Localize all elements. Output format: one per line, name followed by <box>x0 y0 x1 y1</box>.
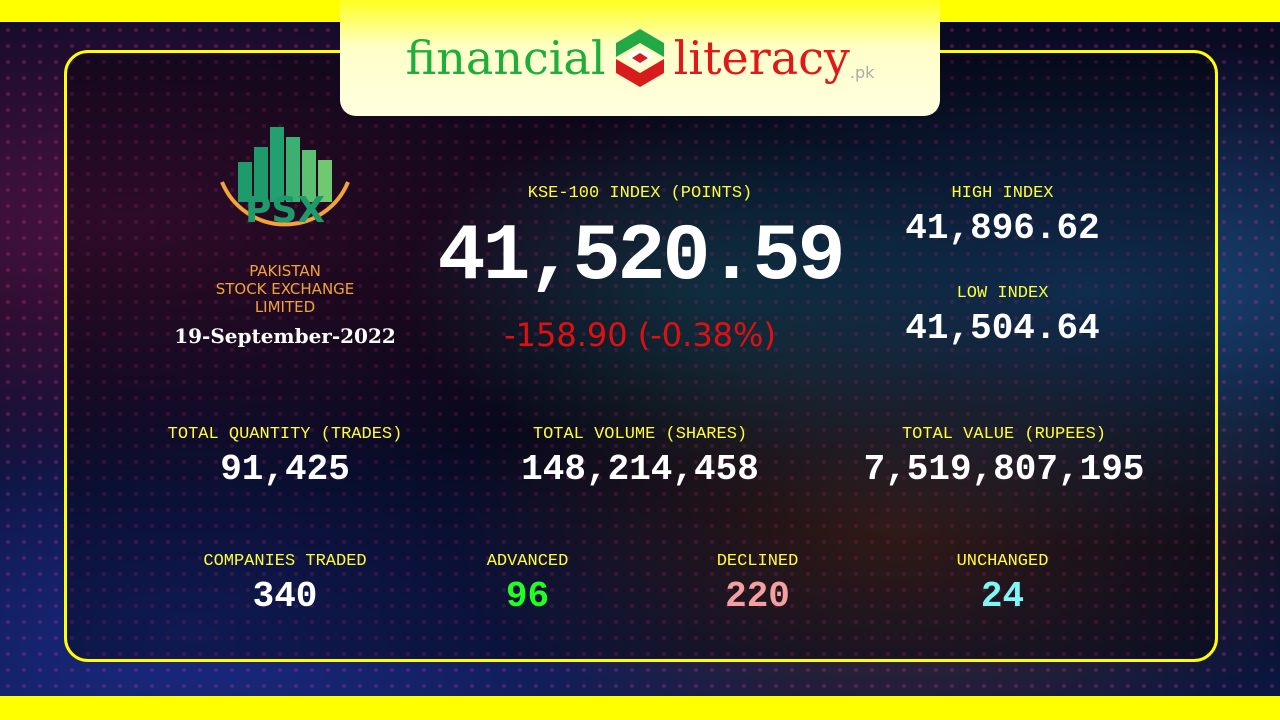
advanced-label: ADVANCED <box>486 552 569 571</box>
total-volume-label: TOTAL VOLUME (SHARES) <box>532 425 748 444</box>
psx-line3: LIMITED <box>254 298 316 316</box>
kse-change: -158.90 (-0.38%) <box>504 316 776 354</box>
unchanged-label: UNCHANGED <box>956 552 1049 571</box>
background-image <box>0 22 1280 696</box>
total-volume-value: 148,214,458 <box>521 449 759 490</box>
psx-logo-icon: PSX <box>220 127 350 231</box>
companies-traded-label: COMPANIES TRADED <box>203 552 367 571</box>
companies-traded-value: 340 <box>252 576 318 617</box>
kse-label: KSE-100 INDEX (POINTS) <box>527 184 753 203</box>
advanced-value: 96 <box>505 576 550 617</box>
logo-text-pk: .pk <box>849 62 875 82</box>
psx-line2: STOCK EXCHANGE <box>215 280 355 298</box>
kse-value: 41,520.59 <box>437 212 845 303</box>
report-date: 19-September-2022 <box>174 324 396 348</box>
unchanged-value: 24 <box>980 576 1025 617</box>
declined-value: 220 <box>725 576 790 617</box>
financial-literacy-logo: financial literacy .pk <box>340 0 940 116</box>
high-index-value: 41,896.62 <box>905 208 1100 249</box>
logo-text-literacy: literacy <box>673 31 850 85</box>
total-quantity-label: TOTAL QUANTITY (TRADES) <box>167 425 403 444</box>
high-index-label: HIGH INDEX <box>951 184 1054 203</box>
declined-label: DECLINED <box>716 552 799 571</box>
psx-name: PAKISTAN STOCK EXCHANGE LIMITED <box>170 262 400 316</box>
psx-line1: PAKISTAN <box>249 262 321 280</box>
total-value-value: 7,519,807,195 <box>863 449 1145 490</box>
logo-text-financial: financial <box>405 31 606 85</box>
total-value-label: TOTAL VALUE (RUPEES) <box>901 425 1107 444</box>
logo-emblem-icon <box>615 29 664 87</box>
total-quantity-value: 91,425 <box>220 449 350 490</box>
low-index-label: LOW INDEX <box>956 284 1049 303</box>
low-index-value: 41,504.64 <box>905 308 1100 349</box>
svg-text:PSX: PSX <box>245 190 325 231</box>
